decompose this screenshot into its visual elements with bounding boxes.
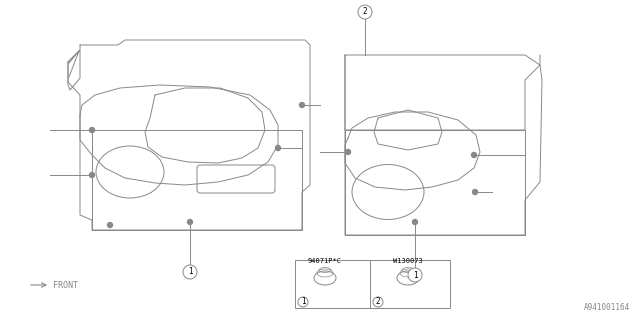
Text: 94071P*C: 94071P*C [308, 258, 342, 264]
Text: A941001164: A941001164 [584, 303, 630, 312]
Circle shape [300, 102, 305, 108]
Circle shape [373, 297, 383, 307]
Circle shape [346, 149, 351, 155]
Circle shape [413, 220, 417, 225]
Circle shape [90, 127, 95, 132]
Circle shape [90, 172, 95, 178]
Text: W130073: W130073 [393, 258, 423, 264]
Circle shape [358, 5, 372, 19]
Text: 2: 2 [363, 7, 367, 17]
Text: FRONT: FRONT [53, 281, 78, 290]
Circle shape [183, 265, 197, 279]
Circle shape [188, 220, 193, 225]
Circle shape [472, 189, 477, 195]
Circle shape [472, 153, 477, 157]
Text: 1: 1 [301, 298, 305, 307]
Circle shape [408, 268, 422, 282]
Text: 1: 1 [413, 270, 417, 279]
Circle shape [298, 297, 308, 307]
Circle shape [275, 146, 280, 150]
Bar [295, 260, 450, 308]
Circle shape [108, 222, 113, 228]
Text: 1: 1 [188, 268, 192, 276]
Text: 2: 2 [376, 298, 380, 307]
